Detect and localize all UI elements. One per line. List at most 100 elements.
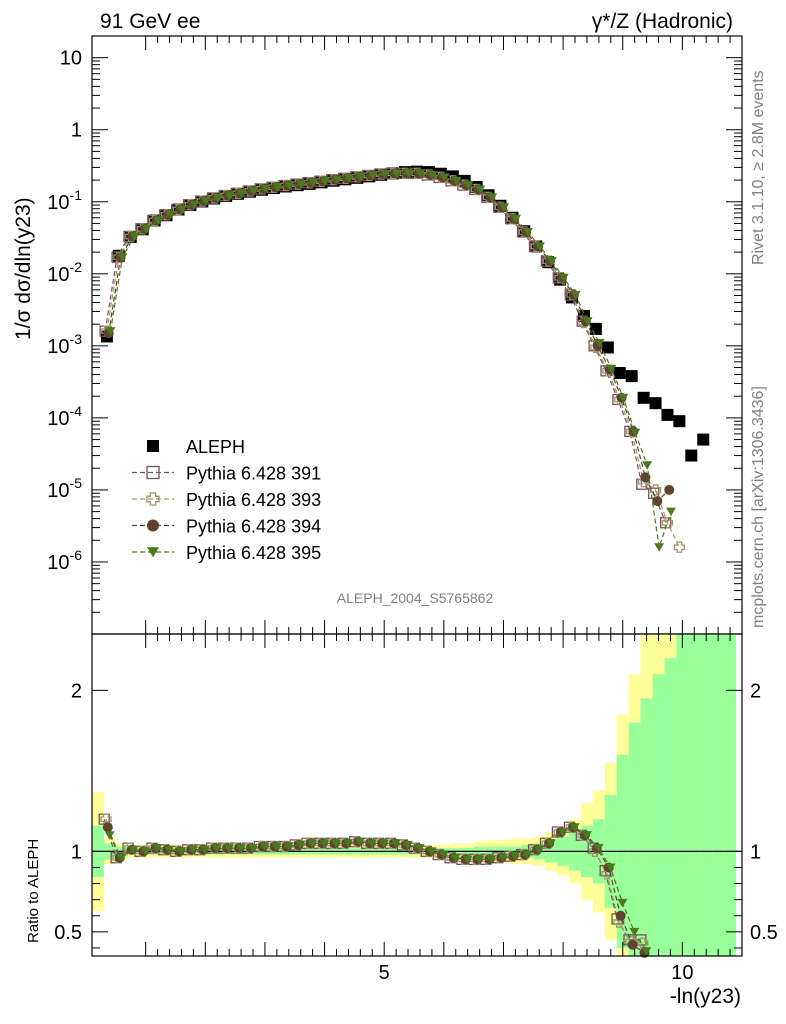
main-ytick-label: 10-1 xyxy=(47,187,82,214)
data-point xyxy=(117,253,128,262)
ratio-ytick-label-right: 1 xyxy=(750,841,761,863)
ratio-ytick-label: 0.5 xyxy=(54,922,82,944)
series-line xyxy=(104,172,667,523)
legend-marker xyxy=(147,440,159,452)
ratio-point xyxy=(102,822,113,833)
ratio-point xyxy=(569,823,580,832)
main-ylabel: 1/σ dσ/dln(y23) xyxy=(12,197,35,340)
data-point xyxy=(558,273,569,283)
title-left: 91 GeV ee xyxy=(100,10,200,33)
ratio-ytick-label: 1 xyxy=(71,841,82,863)
ratio-point xyxy=(510,852,521,861)
data-point xyxy=(589,322,602,335)
ratio-point xyxy=(605,863,616,872)
ratio-point xyxy=(116,853,127,863)
ratio-point xyxy=(104,831,115,840)
ratio-point xyxy=(355,837,366,847)
data-point xyxy=(212,193,223,203)
data-point xyxy=(379,169,390,179)
ratio-point xyxy=(581,831,592,840)
data-point xyxy=(601,341,614,354)
ratio-point xyxy=(390,839,401,848)
ratio-stat-band xyxy=(664,658,677,956)
ratio-point xyxy=(438,850,449,860)
ratio-point xyxy=(152,844,163,853)
data-point xyxy=(673,541,686,553)
data-point xyxy=(451,176,462,186)
data-point xyxy=(649,397,662,410)
data-point xyxy=(661,517,674,529)
ratio-point xyxy=(498,853,509,863)
ratio-point xyxy=(283,842,294,852)
ratio-point xyxy=(402,840,413,850)
legend-label: Pythia 6.428 394 xyxy=(186,517,321,537)
legend-marker xyxy=(147,547,159,558)
data-point xyxy=(272,183,283,192)
ratio-stat-band xyxy=(640,698,653,956)
data-point xyxy=(391,169,402,178)
ratio-plot-area xyxy=(98,813,652,958)
data-point xyxy=(129,232,140,241)
legend-marker xyxy=(147,519,159,532)
ratio-point xyxy=(211,844,222,853)
data-point xyxy=(594,338,605,348)
ratio-point xyxy=(235,844,246,853)
data-point xyxy=(522,228,533,237)
legend-label: ALEPH xyxy=(186,437,245,457)
ratio-stat-band xyxy=(676,634,689,956)
data-point xyxy=(666,507,677,517)
data-point xyxy=(570,290,581,300)
ratio-point xyxy=(378,839,389,848)
ratio-point xyxy=(533,845,544,855)
ratio-ytick-label: 2 xyxy=(71,680,82,702)
legend: ALEPH Pythia 6.428 391 Pythia 6.428 393 Pyt… xyxy=(132,437,321,563)
main-ytick-label: 10 xyxy=(60,48,82,70)
main-ytick-label: 10-3 xyxy=(47,331,82,358)
data-point xyxy=(188,200,199,210)
main-ytick-label: 10-4 xyxy=(47,403,82,430)
ratio-point xyxy=(629,927,640,937)
data-point xyxy=(463,181,474,190)
data-point xyxy=(499,203,510,212)
ratio-ytick-label-right: 2 xyxy=(750,680,761,702)
data-point xyxy=(487,193,498,202)
ratio-point xyxy=(223,844,234,853)
data-point xyxy=(582,317,593,326)
ratio-point xyxy=(641,947,652,956)
data-point xyxy=(439,173,450,182)
data-point xyxy=(613,366,626,379)
ratio-point xyxy=(450,853,461,863)
data-point xyxy=(673,415,686,428)
data-point xyxy=(661,408,674,421)
ratio-uncertainty-bands xyxy=(92,634,737,956)
main-ytick-label: 10-6 xyxy=(47,547,82,574)
ratio-point xyxy=(188,845,199,855)
data-point xyxy=(630,428,641,438)
xlabel: -ln(y23) xyxy=(670,985,741,1008)
ratio-point xyxy=(295,840,306,850)
ratio-point xyxy=(522,850,533,860)
ratio-point xyxy=(176,847,187,856)
ratio-point xyxy=(474,855,485,864)
ratio-point xyxy=(593,844,604,853)
data-point xyxy=(153,216,164,225)
main-ytick-label: 1 xyxy=(71,120,82,142)
data-point xyxy=(284,181,295,191)
ratio-point xyxy=(140,847,151,856)
main-axis-ticks: 10-6 10-5 10-4 10-3 10-2 10-1 1 10 xyxy=(47,35,742,635)
watermark: ALEPH_2004_S5765862 xyxy=(337,590,494,606)
ratio-point xyxy=(414,844,425,853)
ratio-series-line xyxy=(109,826,647,952)
ratio-panel-frame xyxy=(91,633,743,957)
ratio-stat-band xyxy=(700,634,713,956)
side-text-bottom: mcplots.cern.ch [arXiv:1306.3436] xyxy=(750,386,767,628)
data-point xyxy=(260,184,271,194)
legend-label: Pythia 6.428 395 xyxy=(186,543,321,563)
ratio-point xyxy=(627,939,638,950)
data-point xyxy=(165,210,176,220)
legend-label: Pythia 6.428 391 xyxy=(186,464,321,484)
data-point xyxy=(236,189,247,198)
data-point xyxy=(248,187,259,196)
ratio-point xyxy=(462,855,473,864)
data-point xyxy=(510,214,521,224)
